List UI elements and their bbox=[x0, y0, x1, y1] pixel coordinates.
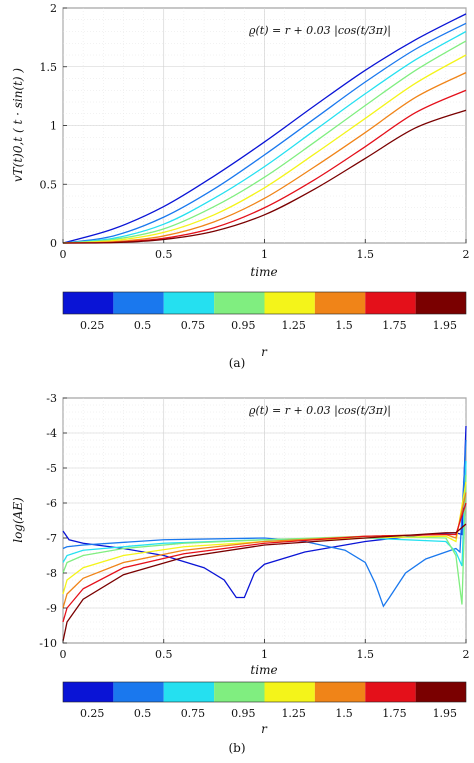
x-tick-label: 2 bbox=[463, 248, 470, 261]
series-line-8 bbox=[62, 523, 467, 642]
series-lines-a bbox=[62, 13, 467, 244]
colorbar-segment bbox=[365, 292, 416, 314]
x-axis-label-b: time bbox=[250, 663, 277, 677]
series-line-7 bbox=[62, 502, 467, 623]
y-tick-label: -4 bbox=[46, 427, 57, 440]
colorbar-frame bbox=[62, 681, 467, 703]
x-tick-label: 0 bbox=[60, 248, 67, 261]
series-line-5 bbox=[62, 54, 467, 244]
colorbar-tick-label: 0.75 bbox=[181, 319, 206, 332]
annotation-a: ϱ(t) = r + 0.03 |cos(t/3π)| bbox=[249, 24, 391, 38]
x-tick-label: 1.5 bbox=[357, 648, 375, 661]
colorbar-segment bbox=[415, 292, 466, 314]
colorbar-tick-label: 0.25 bbox=[80, 707, 105, 720]
colorbar-label-a: r bbox=[261, 345, 268, 359]
series-line-2 bbox=[62, 22, 467, 244]
x-tick-label: 0.5 bbox=[155, 648, 173, 661]
axis-ticks-b: 0 0.5 1 1.5 2 -10 -9 -8 -7 -6 -5 -4 -3 bbox=[39, 392, 469, 661]
colorbar-segment bbox=[113, 682, 164, 702]
series-line-4 bbox=[62, 474, 467, 605]
y-tick-label: 1 bbox=[50, 120, 57, 133]
colorbar-segment bbox=[63, 682, 114, 702]
y-tick-label: -3 bbox=[46, 392, 57, 405]
panel-b: 0 0.5 1 1.5 2 -10 -9 -8 -7 -6 -5 -4 -3 ϱ(t) = r + 0.… bbox=[11, 392, 470, 755]
y-tick-label: 2 bbox=[50, 2, 57, 15]
colorbar-tick-label: 0.75 bbox=[181, 707, 206, 720]
y-tick-label: 0 bbox=[50, 237, 57, 250]
colorbar-tick-label: 0.25 bbox=[80, 319, 105, 332]
colorbar-label-b: r bbox=[261, 722, 268, 736]
colorbar-segment bbox=[163, 292, 215, 314]
series-line-1 bbox=[62, 13, 467, 244]
colorbar-segment bbox=[314, 292, 366, 314]
panel-caption-a: (a) bbox=[229, 356, 246, 370]
colorbar-segment bbox=[163, 682, 215, 702]
colorbar-frame bbox=[62, 291, 467, 315]
colorbar-segment bbox=[214, 292, 265, 314]
colorbar-tick-label: 1.95 bbox=[433, 707, 458, 720]
colorbar-segment bbox=[264, 292, 315, 314]
colorbar-tick-label: 0.95 bbox=[231, 707, 256, 720]
x-axis-label-a: time bbox=[250, 265, 277, 279]
series-line-4 bbox=[62, 40, 467, 244]
axis-ticks-a: 0 0.5 1 1.5 2 0 0.5 1 1.5 2 bbox=[40, 2, 470, 261]
colorbar-a: 0.25 0.5 0.75 0.95 1.25 1.5 1.75 1.95 bbox=[62, 291, 467, 332]
colorbar-segment bbox=[415, 682, 466, 702]
colorbar-segment bbox=[214, 682, 265, 702]
colorbar-segment bbox=[63, 292, 114, 314]
annotation-b: ϱ(t) = r + 0.03 |cos(t/3π)| bbox=[249, 404, 391, 418]
colorbar-b: 0.25 0.5 0.75 0.95 1.25 1.5 1.75 1.95 bbox=[62, 681, 467, 720]
colorbar-tick-label: 1.75 bbox=[382, 707, 407, 720]
y-tick-label: -8 bbox=[46, 567, 57, 580]
x-tick-label: 0 bbox=[60, 648, 67, 661]
colorbar-tick-label: 1.95 bbox=[433, 319, 458, 332]
colorbar-tick-label: 1.25 bbox=[281, 319, 306, 332]
y-tick-label: -5 bbox=[46, 462, 57, 475]
x-tick-label: 1 bbox=[261, 248, 268, 261]
y-tick-label: 1.5 bbox=[40, 61, 58, 74]
series-line-8 bbox=[62, 109, 467, 244]
colorbar-segment bbox=[264, 682, 315, 702]
x-tick-label: 1.5 bbox=[357, 248, 375, 261]
colorbar-tick-label: 0.5 bbox=[134, 319, 152, 332]
colorbar-tick-label: 1.25 bbox=[281, 707, 306, 720]
x-tick-label: 2 bbox=[463, 648, 470, 661]
x-tick-label: 0.5 bbox=[155, 248, 173, 261]
grid-b bbox=[62, 397, 467, 644]
x-tick-label: 1 bbox=[261, 648, 268, 661]
series-line-6 bbox=[62, 72, 467, 244]
colorbar-tick-label: 0.95 bbox=[231, 319, 256, 332]
colorbar-segment bbox=[314, 682, 366, 702]
series-line-6 bbox=[62, 492, 467, 609]
colorbar-tick-label: 1.5 bbox=[335, 707, 353, 720]
series-line-5 bbox=[62, 481, 467, 595]
y-tick-label: 0.5 bbox=[40, 178, 58, 191]
colorbar-segment bbox=[113, 292, 164, 314]
y-tick-label: -7 bbox=[46, 532, 57, 545]
colorbar-tick-label: 1.5 bbox=[335, 319, 353, 332]
panel-caption-b: (b) bbox=[228, 741, 245, 755]
y-tick-label: -9 bbox=[46, 602, 57, 615]
y-axis-label-a: vT(t)0,t ( t · sin(t) ) bbox=[11, 68, 25, 183]
colorbar-tick-label: 1.75 bbox=[382, 319, 407, 332]
series-line-3 bbox=[62, 30, 467, 244]
y-tick-label: -6 bbox=[46, 497, 57, 510]
series-lines-b bbox=[62, 425, 467, 642]
y-tick-label: -10 bbox=[39, 637, 57, 650]
colorbar-segment bbox=[365, 682, 416, 702]
series-line-2 bbox=[62, 439, 467, 608]
panel-a: 0 0.5 1 1.5 2 0 0.5 1 1.5 2 ϱ(t) = r + 0.03 |cos(… bbox=[11, 2, 470, 370]
colorbar-tick-label: 0.5 bbox=[134, 707, 152, 720]
y-axis-label-b: log(AE) bbox=[11, 497, 25, 543]
